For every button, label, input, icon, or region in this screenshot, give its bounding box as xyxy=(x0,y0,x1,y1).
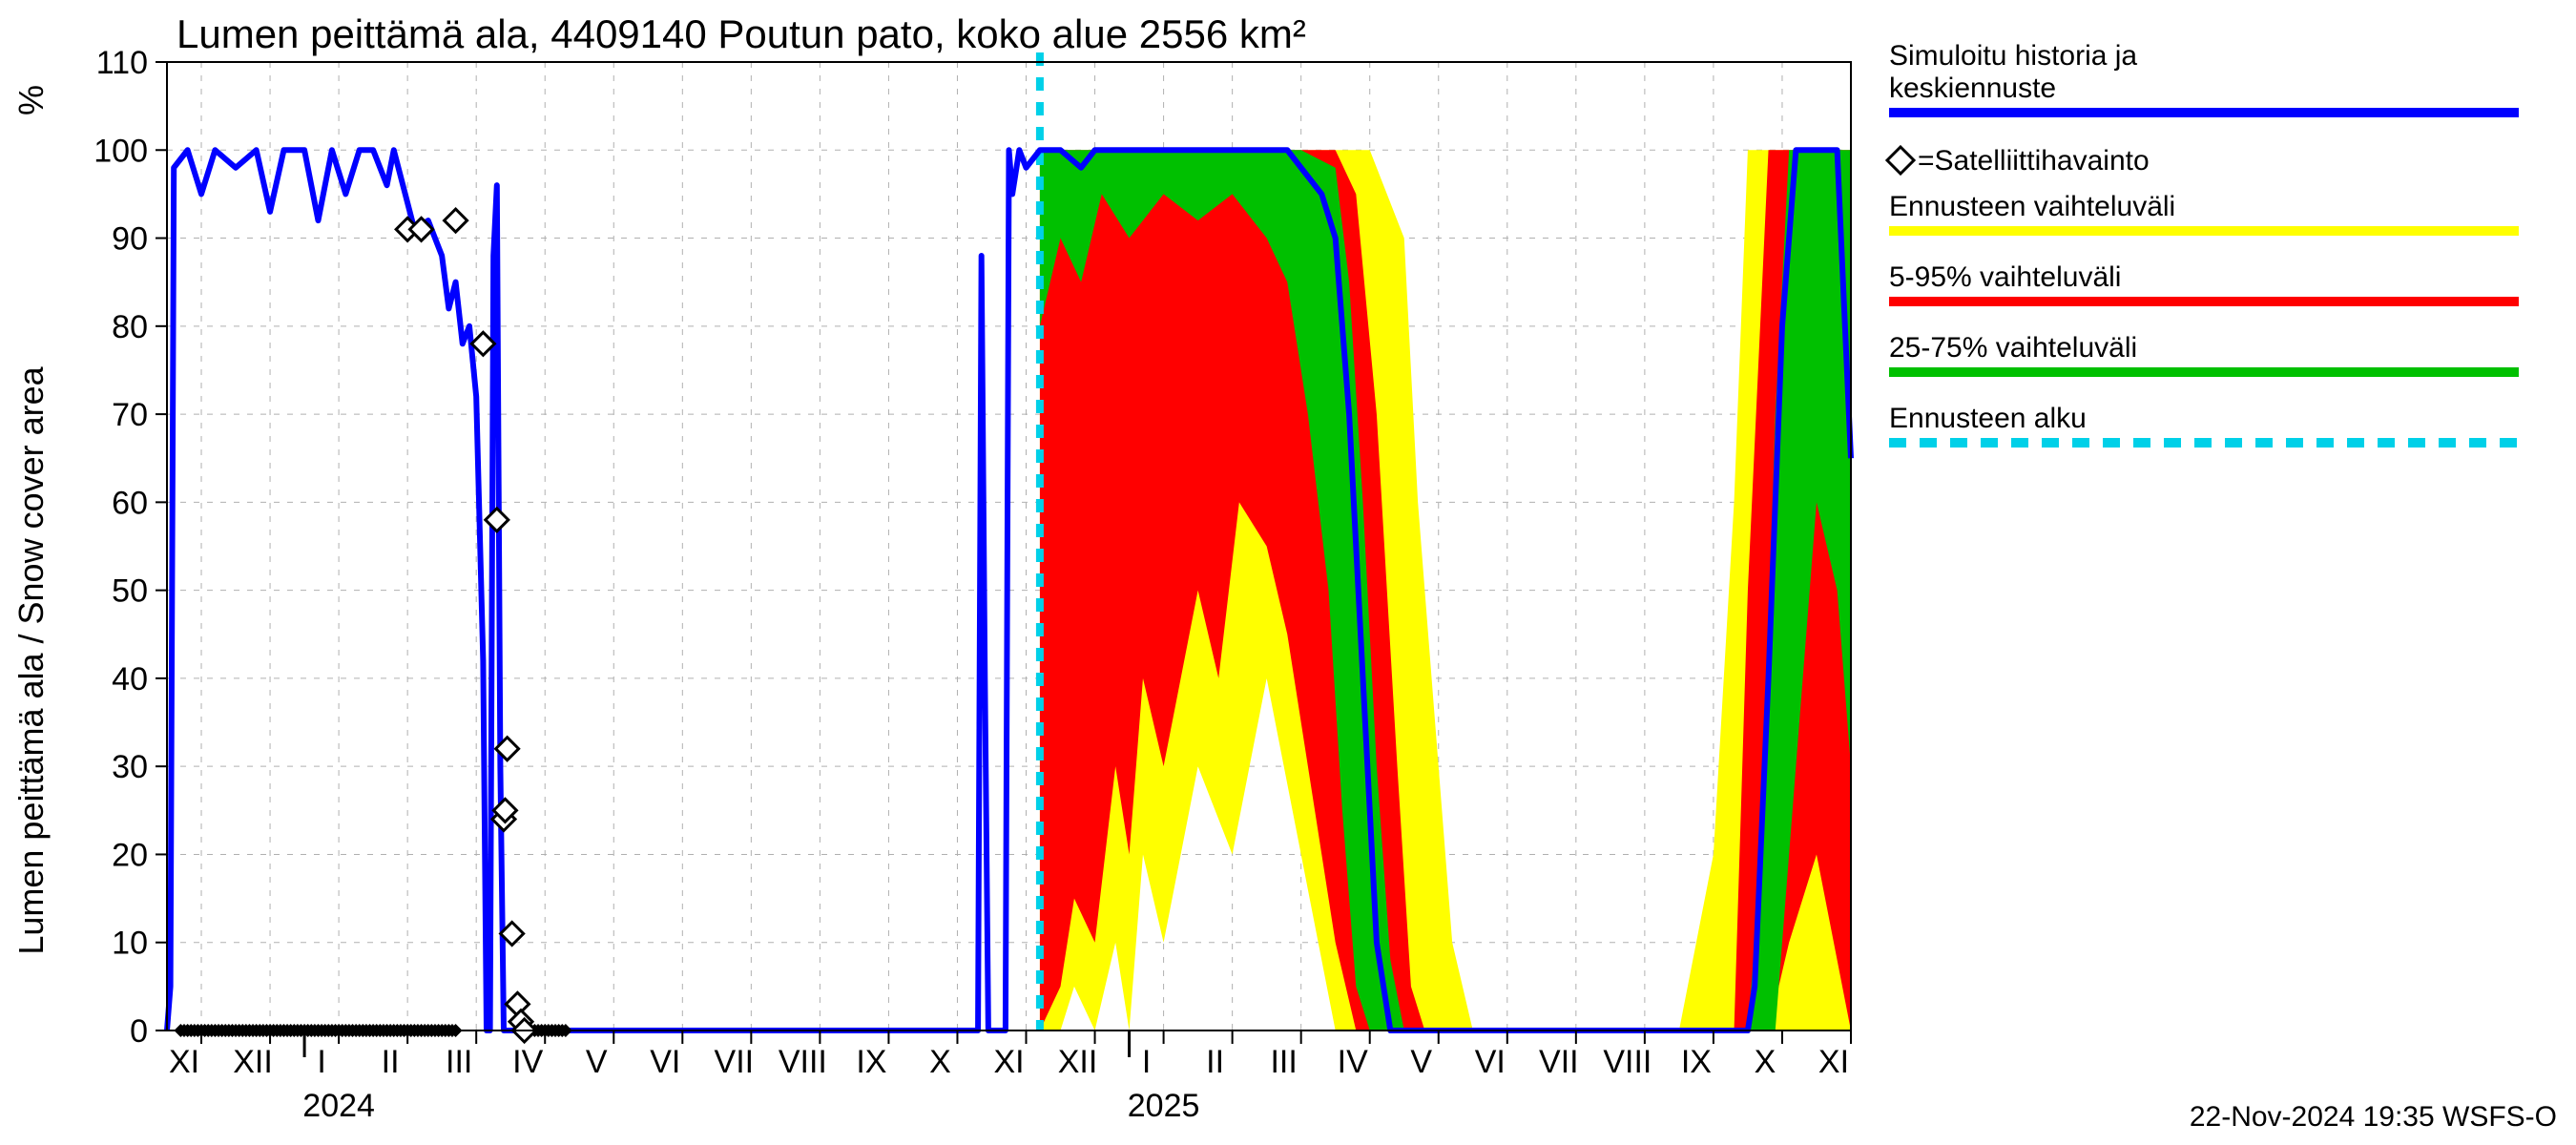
month-label: VI xyxy=(1475,1044,1506,1080)
legend-label: 5-95% vaihteluväli xyxy=(1889,261,2121,293)
ytick-label: 110 xyxy=(96,45,148,81)
month-label: I xyxy=(317,1044,325,1080)
month-label: XII xyxy=(1058,1044,1098,1080)
month-label: VI xyxy=(650,1044,680,1080)
ytick-label: 100 xyxy=(93,133,148,169)
ytick-label: 40 xyxy=(112,661,148,697)
footer-timestamp: 22-Nov-2024 19:35 WSFS-O xyxy=(2190,1101,2557,1133)
month-label: V xyxy=(1410,1044,1432,1080)
month-label: II xyxy=(382,1044,400,1080)
legend-label: Ennusteen vaihteluväli xyxy=(1889,191,2175,222)
legend-label: Ennusteen alku xyxy=(1889,403,2087,434)
ytick-label: 30 xyxy=(112,749,148,785)
month-label: IX xyxy=(1681,1044,1712,1080)
month-label: IV xyxy=(512,1044,543,1080)
ytick-label: 0 xyxy=(130,1013,148,1050)
month-label: XI xyxy=(169,1044,199,1080)
legend-label: 25-75% vaihteluväli xyxy=(1889,332,2137,364)
month-label: V xyxy=(586,1044,608,1080)
ytick-label: 80 xyxy=(112,309,148,345)
legend-label: Simuloitu historia ja xyxy=(1889,40,2137,72)
month-label: VIII xyxy=(779,1044,827,1080)
month-label: XII xyxy=(233,1044,273,1080)
month-label: III xyxy=(446,1044,472,1080)
legend-label: =Satelliittihavainto xyxy=(1918,145,2150,177)
ytick-label: 90 xyxy=(112,221,148,258)
year-label: 2025 xyxy=(1128,1088,1200,1124)
chart-title: Lumen peittämä ala, 4409140 Poutun pato,… xyxy=(177,11,1306,56)
month-label: X xyxy=(1755,1044,1776,1080)
chart-svg: 0102030405060708090100110XIXIIIIIIIIIVVV… xyxy=(0,0,2576,1145)
month-label: VIII xyxy=(1603,1044,1652,1080)
month-label: II xyxy=(1206,1044,1224,1080)
month-label: X xyxy=(929,1044,951,1080)
month-label: I xyxy=(1142,1044,1151,1080)
month-label: III xyxy=(1270,1044,1297,1080)
year-label: 2024 xyxy=(302,1088,375,1124)
ytick-label: 20 xyxy=(112,837,148,873)
month-label: IX xyxy=(856,1044,886,1080)
legend-label: keskiennuste xyxy=(1889,73,2056,104)
y-axis-label: Lumen peittämä ala / Snow cover area xyxy=(11,365,51,954)
month-label: VII xyxy=(715,1044,755,1080)
ytick-label: 70 xyxy=(112,397,148,433)
month-label: IV xyxy=(1338,1044,1368,1080)
month-label: XI xyxy=(993,1044,1024,1080)
ytick-label: 50 xyxy=(112,573,148,610)
ytick-label: 10 xyxy=(112,926,148,962)
y-axis-unit: % xyxy=(11,85,51,115)
month-label: XI xyxy=(1818,1044,1849,1080)
ytick-label: 60 xyxy=(112,485,148,521)
month-label: VII xyxy=(1539,1044,1579,1080)
chart-container: 0102030405060708090100110XIXIIIIIIIIIVVV… xyxy=(0,0,2576,1145)
